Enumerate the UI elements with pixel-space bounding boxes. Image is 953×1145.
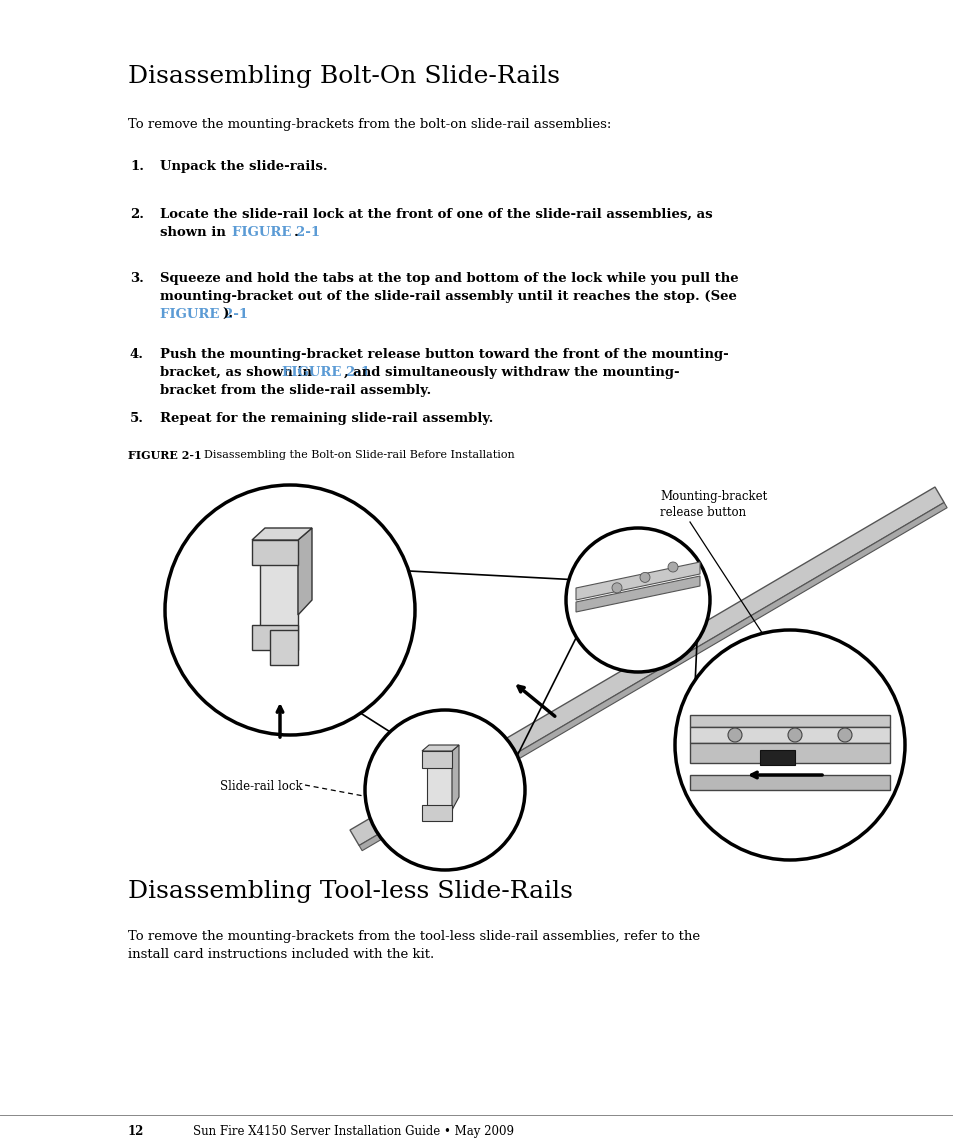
Circle shape — [787, 728, 801, 742]
Text: To remove the mounting-brackets from the tool-less slide-rail assemblies, refer : To remove the mounting-brackets from the… — [128, 930, 700, 943]
Polygon shape — [576, 576, 700, 611]
Text: 1.: 1. — [130, 160, 144, 173]
Text: Sun Fire X4150 Server Installation Guide • May 2009: Sun Fire X4150 Server Installation Guide… — [193, 1126, 514, 1138]
Polygon shape — [421, 751, 452, 768]
Polygon shape — [689, 714, 889, 727]
Text: 5.: 5. — [130, 412, 144, 425]
Circle shape — [565, 528, 709, 672]
Circle shape — [667, 562, 678, 572]
Circle shape — [727, 728, 741, 742]
Text: Slide-rail lock: Slide-rail lock — [220, 780, 302, 793]
Polygon shape — [576, 562, 700, 600]
Text: mounting-bracket out of the slide-rail assembly until it reaches the stop. (See: mounting-bracket out of the slide-rail a… — [160, 290, 736, 303]
Circle shape — [675, 630, 904, 860]
Text: .: . — [294, 226, 298, 239]
Polygon shape — [421, 805, 452, 821]
Polygon shape — [760, 750, 794, 765]
Text: bracket from the slide-rail assembly.: bracket from the slide-rail assembly. — [160, 384, 431, 397]
Text: 3.: 3. — [130, 273, 144, 285]
Text: FIGURE 2-1: FIGURE 2-1 — [128, 450, 201, 461]
Text: 12: 12 — [128, 1126, 144, 1138]
Polygon shape — [270, 630, 297, 665]
Text: FIGURE 2-1: FIGURE 2-1 — [232, 226, 320, 239]
Text: Push the mounting-bracket release button toward the front of the mounting-: Push the mounting-bracket release button… — [160, 348, 728, 361]
Text: To remove the mounting-brackets from the bolt-on slide-rail assemblies:: To remove the mounting-brackets from the… — [128, 118, 611, 131]
Text: ).: ). — [222, 308, 233, 321]
Text: Mounting-bracket: Mounting-bracket — [659, 490, 766, 503]
Text: Unpack the slide-rails.: Unpack the slide-rails. — [160, 160, 327, 173]
Polygon shape — [350, 487, 943, 845]
Polygon shape — [689, 727, 889, 743]
Polygon shape — [358, 503, 946, 851]
Circle shape — [639, 572, 649, 583]
Text: 4.: 4. — [130, 348, 144, 361]
Text: , and simultaneously withdraw the mounting-: , and simultaneously withdraw the mounti… — [344, 366, 679, 379]
Polygon shape — [427, 765, 452, 810]
Polygon shape — [252, 540, 297, 564]
Text: Repeat for the remaining slide-rail assembly.: Repeat for the remaining slide-rail asse… — [160, 412, 493, 425]
Text: Locate the slide-rail lock at the front of one of the slide-rail assemblies, as: Locate the slide-rail lock at the front … — [160, 208, 712, 221]
Text: Squeeze and hold the tabs at the top and bottom of the lock while you pull the: Squeeze and hold the tabs at the top and… — [160, 273, 738, 285]
Polygon shape — [260, 560, 297, 630]
Circle shape — [837, 728, 851, 742]
Text: FIGURE 2-1: FIGURE 2-1 — [160, 308, 248, 321]
Circle shape — [612, 583, 621, 593]
Polygon shape — [689, 775, 889, 790]
Polygon shape — [689, 743, 889, 763]
Text: Disassembling Bolt-On Slide-Rails: Disassembling Bolt-On Slide-Rails — [128, 65, 559, 88]
Circle shape — [165, 485, 415, 735]
Text: release button: release button — [659, 506, 745, 519]
Polygon shape — [452, 745, 458, 810]
Circle shape — [365, 710, 524, 870]
Text: Disassembling the Bolt-on Slide-rail Before Installation: Disassembling the Bolt-on Slide-rail Bef… — [190, 450, 515, 460]
Polygon shape — [252, 625, 297, 650]
Text: install card instructions included with the kit.: install card instructions included with … — [128, 948, 434, 961]
Polygon shape — [421, 745, 458, 751]
Text: 2.: 2. — [130, 208, 144, 221]
Text: Disassembling Tool-less Slide-Rails: Disassembling Tool-less Slide-Rails — [128, 881, 572, 903]
Polygon shape — [297, 528, 312, 615]
Text: bracket, as shown in: bracket, as shown in — [160, 366, 316, 379]
Polygon shape — [252, 528, 312, 540]
Text: shown in: shown in — [160, 226, 231, 239]
Text: FIGURE 2-1: FIGURE 2-1 — [282, 366, 370, 379]
